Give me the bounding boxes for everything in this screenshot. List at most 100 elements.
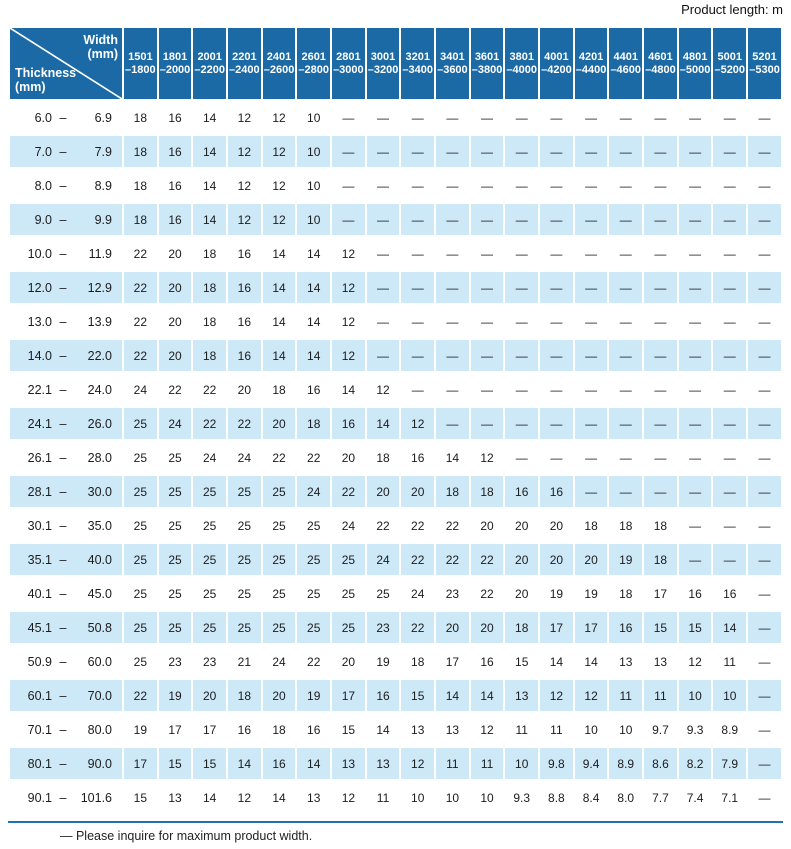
length-value-cell: 13 — [644, 646, 677, 677]
length-value-cell: 16 — [228, 272, 261, 303]
length-value-cell: 10 — [574, 714, 608, 745]
length-value-cell: 25 — [262, 612, 296, 643]
length-value-cell: 11 — [436, 748, 469, 779]
length-value-cell: 12 — [262, 204, 296, 235]
width-header-cell: 3001 –3200 — [366, 28, 400, 99]
length-value-cell: — — [366, 272, 400, 303]
length-value-cell: 25 — [297, 578, 331, 609]
length-value-cell: 20 — [505, 544, 539, 575]
width-axis-label-line1: Width — [83, 33, 118, 47]
length-value-cell: 22 — [401, 612, 435, 643]
length-value-cell: — — [401, 374, 435, 405]
length-value-cell: 7.9 — [713, 748, 747, 779]
length-value-cell: 19 — [540, 578, 573, 609]
length-value-cell: — — [748, 510, 781, 541]
thickness-lo: 80.1 — [27, 756, 52, 771]
length-value-cell: 20 — [262, 680, 296, 711]
length-value-cell: 15 — [401, 680, 435, 711]
thickness-hi: 11.9 — [88, 246, 112, 261]
table-row: 13.0–13.9 22 20 18 16 14 14 12— — — — — — — — — — — — — [10, 306, 781, 337]
length-value-cell: 25 — [228, 578, 261, 609]
thickness-range-separator: – — [59, 620, 67, 635]
length-value-cell: 24 — [332, 510, 365, 541]
length-value-cell: — — [470, 374, 504, 405]
table-row: 60.1–70.0 22 19 20 18 20 19 17 16 15 14 14 13 12 12 11 1… — [10, 680, 781, 711]
length-value-cell: 13 — [366, 748, 400, 779]
length-value-cell: — — [748, 238, 781, 269]
length-value-cell: — — [470, 204, 504, 235]
length-value-cell: 14 — [297, 748, 331, 779]
length-value-cell: 22 — [366, 510, 400, 541]
width-header-from: 3401 — [440, 50, 465, 63]
length-value-cell: 17 — [574, 612, 608, 643]
table-row: 45.1–50.8 25 25 25 25 25 25 25 23 22 20 20 18 17 17 16 1… — [10, 612, 781, 643]
length-value-cell: 8.4 — [574, 782, 608, 813]
length-value-cell: 22 — [124, 680, 157, 711]
table-row: 12.0–12.9 22 20 18 16 14 14 12— — — — — — — — — — — — — [10, 272, 781, 303]
thickness-range-cell: 7.0– 7.9 — [10, 136, 122, 167]
width-axis-label: Width (mm) — [83, 33, 118, 61]
length-value-cell: 16 — [297, 714, 331, 745]
length-value-cell: 10 — [297, 204, 331, 235]
thickness-range-cell: 70.1– 80.0 — [10, 714, 122, 745]
length-value-cell: 22 — [124, 238, 157, 269]
length-value-cell: 25 — [332, 612, 365, 643]
length-value-cell: 15 — [678, 612, 712, 643]
width-header-from: 5001 — [717, 50, 742, 63]
thickness-range-separator: – — [59, 756, 67, 771]
length-value-cell: 15 — [644, 612, 677, 643]
length-value-cell: 22 — [228, 408, 261, 439]
thickness-range-cell: 30.1– 35.0 — [10, 510, 122, 541]
length-value-cell: 25 — [366, 578, 400, 609]
thickness-range-separator: – — [59, 654, 67, 669]
length-value-cell: — — [748, 646, 781, 677]
thickness-lo: 28.1 — [27, 484, 52, 499]
thickness-range-cell: 8.0– 8.9 — [10, 170, 122, 201]
thickness-hi: 22.0 — [87, 348, 112, 363]
length-value-cell: 16 — [228, 306, 261, 337]
table-row: 80.1–90.0 17 15 15 14 16 14 13 13 12 11 11 10 9.8 9.4 8… — [10, 748, 781, 779]
length-value-cell: 25 — [193, 578, 227, 609]
length-value-cell: — — [644, 442, 677, 473]
width-header-cell: 4001 –4200 — [540, 28, 573, 99]
thickness-range-cell: 35.1– 40.0 — [10, 544, 122, 575]
length-value-cell: 25 — [124, 578, 157, 609]
width-header-cell: 4201 –4400 — [574, 28, 608, 99]
table-row: 22.1–24.0 24 22 22 20 18 16 14 12— — — — — — — — — — — — [10, 374, 781, 405]
length-value-cell: 14 — [332, 374, 365, 405]
width-header-to: –4600 — [610, 63, 642, 76]
thickness-range-separator: – — [59, 212, 67, 227]
table-header: Width (mm) Thickness (mm) 1501 –1800 1801–… — [10, 28, 781, 99]
length-value-cell: 22 — [262, 442, 296, 473]
table-row: 90.1–101.6 15 13 14 12 14 13 12 11 10 10 10 9.3 8.8 8.… — [10, 782, 781, 813]
thickness-hi: 9.9 — [94, 212, 112, 227]
length-value-cell: 8.0 — [609, 782, 643, 813]
length-value-cell: — — [505, 272, 539, 303]
length-value-cell: 20 — [158, 272, 192, 303]
length-value-cell: — — [574, 340, 608, 371]
width-header-cell: 5001 –5200 — [713, 28, 747, 99]
length-value-cell: 19 — [574, 578, 608, 609]
length-value-cell: 20 — [332, 646, 365, 677]
length-value-cell: — — [644, 238, 677, 269]
length-value-cell: 18 — [574, 510, 608, 541]
length-value-cell: 16 — [158, 102, 192, 133]
length-value-cell: — — [609, 272, 643, 303]
length-value-cell: 24 — [262, 646, 296, 677]
length-value-cell: 25 — [124, 612, 157, 643]
length-value-cell: — — [401, 238, 435, 269]
length-value-cell: 18 — [124, 204, 157, 235]
length-value-cell: 20 — [540, 544, 573, 575]
length-value-cell: 12 — [470, 442, 504, 473]
length-value-cell: 13 — [332, 748, 365, 779]
thickness-hi: 28.0 — [87, 450, 112, 465]
length-value-cell: — — [713, 510, 747, 541]
thickness-range-cell: 22.1– 24.0 — [10, 374, 122, 405]
length-value-cell: 16 — [678, 578, 712, 609]
length-value-cell: — — [470, 136, 504, 167]
length-value-cell: 22 — [297, 442, 331, 473]
length-value-cell: 14 — [366, 408, 400, 439]
length-value-cell: — — [609, 102, 643, 133]
length-value-cell: — — [644, 476, 677, 507]
length-value-cell: 15 — [505, 646, 539, 677]
